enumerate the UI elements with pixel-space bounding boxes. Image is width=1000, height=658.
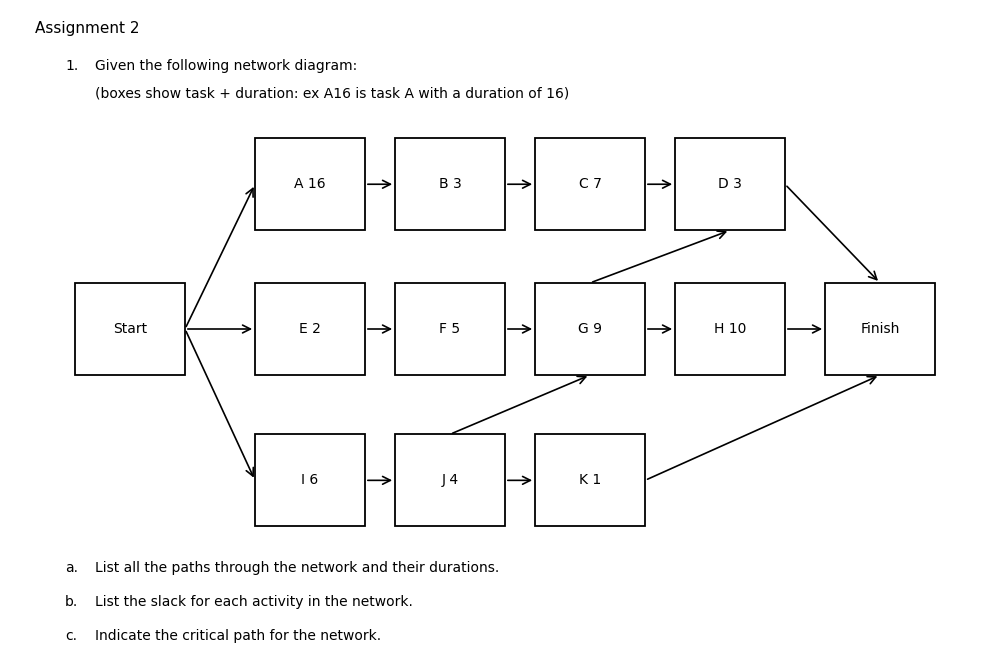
Text: Assignment 2: Assignment 2 (35, 21, 140, 36)
Bar (395, 283, 505, 375)
Bar (75, 283, 185, 375)
Text: G 9: G 9 (578, 322, 602, 336)
Text: List the slack for each activity in the network.: List the slack for each activity in the … (95, 595, 413, 609)
Text: Finish: Finish (860, 322, 900, 336)
Text: c.: c. (65, 629, 77, 643)
Text: Start: Start (113, 322, 147, 336)
Text: 1.: 1. (65, 59, 78, 73)
Text: E 2: E 2 (299, 322, 321, 336)
Text: I 6: I 6 (301, 473, 319, 488)
Text: K 1: K 1 (579, 473, 601, 488)
Bar (255, 434, 365, 526)
Bar (255, 138, 365, 230)
Text: D 3: D 3 (718, 177, 742, 191)
Text: J 4: J 4 (441, 473, 459, 488)
Text: (boxes show task + duration: ex A16 is task A with a duration of 16): (boxes show task + duration: ex A16 is t… (95, 87, 569, 101)
Bar (395, 434, 505, 526)
Bar (255, 283, 365, 375)
Text: List all the paths through the network and their durations.: List all the paths through the network a… (95, 561, 499, 574)
Bar (675, 138, 785, 230)
Text: Given the following network diagram:: Given the following network diagram: (95, 59, 357, 73)
Text: A 16: A 16 (294, 177, 326, 191)
Text: H 10: H 10 (714, 322, 746, 336)
Bar (535, 138, 645, 230)
Text: b.: b. (65, 595, 78, 609)
Bar (395, 138, 505, 230)
Text: a.: a. (65, 561, 78, 574)
Bar (675, 283, 785, 375)
Bar (535, 434, 645, 526)
Text: C 7: C 7 (579, 177, 601, 191)
Text: F 5: F 5 (439, 322, 461, 336)
Bar (825, 283, 935, 375)
Bar (535, 283, 645, 375)
Text: B 3: B 3 (439, 177, 461, 191)
Text: Indicate the critical path for the network.: Indicate the critical path for the netwo… (95, 629, 381, 643)
